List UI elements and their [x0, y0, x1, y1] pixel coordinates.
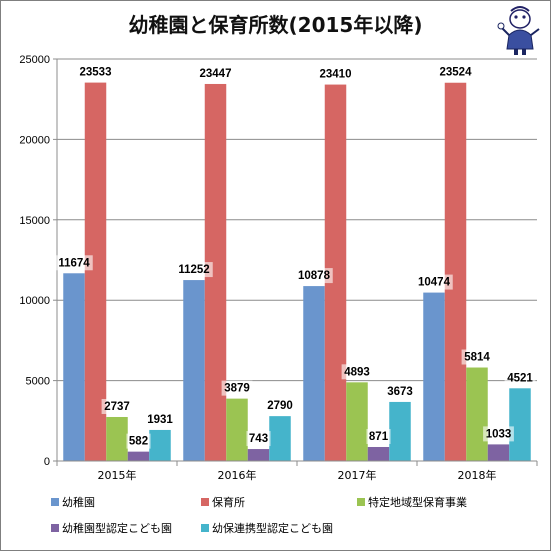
bars: [63, 82, 531, 462]
chart-title: 幼稚園と保育所数(2015年以降): [128, 13, 423, 37]
legend-label: 保育所: [212, 496, 245, 509]
legend-label: 幼稚園型認定こども園: [62, 522, 172, 535]
bar: [247, 449, 270, 461]
data-label-background: [101, 398, 133, 414]
bar: [444, 82, 467, 462]
bar: [269, 416, 291, 461]
data-label-background: [196, 65, 235, 81]
bar: [84, 82, 107, 462]
legend-swatch: [201, 498, 209, 506]
data-label: 4893: [344, 366, 370, 378]
bar: [487, 444, 510, 461]
y-tick-label: 10000: [19, 295, 50, 307]
y-tick-label: 25000: [19, 54, 50, 66]
legend-swatch: [201, 524, 209, 532]
x-tick-label: 2017年: [338, 468, 377, 482]
data-label: 743: [249, 433, 268, 445]
bar: [127, 451, 150, 461]
legend-label: 特定地域型保育事業: [368, 496, 467, 509]
data-label: 1931: [147, 414, 173, 426]
bar: [106, 416, 128, 461]
y-axis-tick-labels: 0 5000 10000 15000 20000 25000: [19, 54, 50, 468]
x-tick-label: 2015年: [98, 468, 137, 482]
data-label-background: [384, 383, 416, 399]
y-tick-label: 0: [44, 456, 50, 468]
data-label-background: [264, 398, 296, 414]
x-tick-label: 2018年: [458, 468, 497, 482]
data-label-background: [55, 255, 93, 271]
bar: [204, 83, 227, 462]
y-tick-label: 15000: [19, 215, 50, 227]
data-label: 582: [129, 436, 148, 448]
data-label: 10878: [298, 270, 331, 282]
bar: [509, 388, 531, 461]
y-tick-label: 5000: [26, 376, 50, 388]
data-labels: 11674 11252 10878 10474 23533 23447 23410 23524…: [55, 64, 536, 449]
data-label: 871: [369, 431, 389, 443]
x-tick-label: 2016年: [218, 468, 257, 482]
legend-swatch: [51, 524, 59, 532]
data-label: 23533: [80, 67, 112, 79]
legend-label: 幼保連携型認定こども園: [212, 522, 333, 535]
data-label: 10474: [418, 277, 451, 289]
bar: [149, 429, 171, 461]
y-tick-label: 20000: [19, 134, 50, 146]
legend-swatch: [357, 498, 365, 506]
bar: [389, 401, 411, 461]
data-label: 23524: [440, 67, 473, 79]
bar: [367, 446, 390, 461]
data-label: 2737: [104, 401, 130, 413]
data-label: 3673: [387, 386, 413, 398]
data-label-background: [483, 426, 514, 442]
mascot-icon: [497, 6, 540, 55]
legend-swatch: [51, 498, 59, 506]
data-label-background: [144, 411, 176, 427]
data-label-background: [295, 268, 333, 284]
data-label-background: [246, 431, 271, 447]
data-label-background: [316, 66, 355, 82]
bar: [303, 286, 325, 461]
data-label-background: [436, 64, 475, 80]
data-label: 23447: [200, 68, 232, 80]
bar: [346, 382, 368, 461]
bar: [466, 367, 488, 461]
data-label: 11674: [58, 257, 90, 269]
data-label-background: [366, 428, 391, 444]
data-label: 11252: [178, 264, 209, 276]
data-label: 5814: [464, 352, 490, 364]
legend-item: 幼保連携型認定こども園: [201, 520, 333, 536]
bar: [183, 280, 205, 461]
bar: [63, 273, 85, 461]
data-label-background: [175, 262, 213, 278]
data-label-background: [126, 433, 151, 449]
bar: [226, 398, 248, 461]
legend-item: 保育所: [201, 494, 245, 510]
data-label: 2790: [267, 400, 293, 412]
data-label: 1033: [486, 428, 512, 440]
data-label-background: [221, 380, 253, 396]
data-label: 4521: [507, 372, 533, 384]
legend-label: 幼稚園: [62, 496, 95, 509]
legend-item: 特定地域型保育事業: [357, 494, 467, 510]
data-label-background: [461, 349, 493, 365]
bar: [324, 84, 347, 461]
data-label-background: [341, 364, 373, 380]
data-label: 23410: [320, 69, 352, 81]
data-label-background: [76, 64, 115, 80]
data-label: 3879: [224, 383, 250, 395]
bar: [423, 292, 445, 461]
data-label-background: [415, 274, 453, 290]
x-axis-tick-labels: 2015年 2016年 2017年 2018年: [98, 468, 497, 482]
legend-item: 幼稚園: [51, 494, 95, 510]
legend-item: 幼稚園型認定こども園: [51, 520, 172, 536]
data-label-background: [504, 370, 536, 386]
